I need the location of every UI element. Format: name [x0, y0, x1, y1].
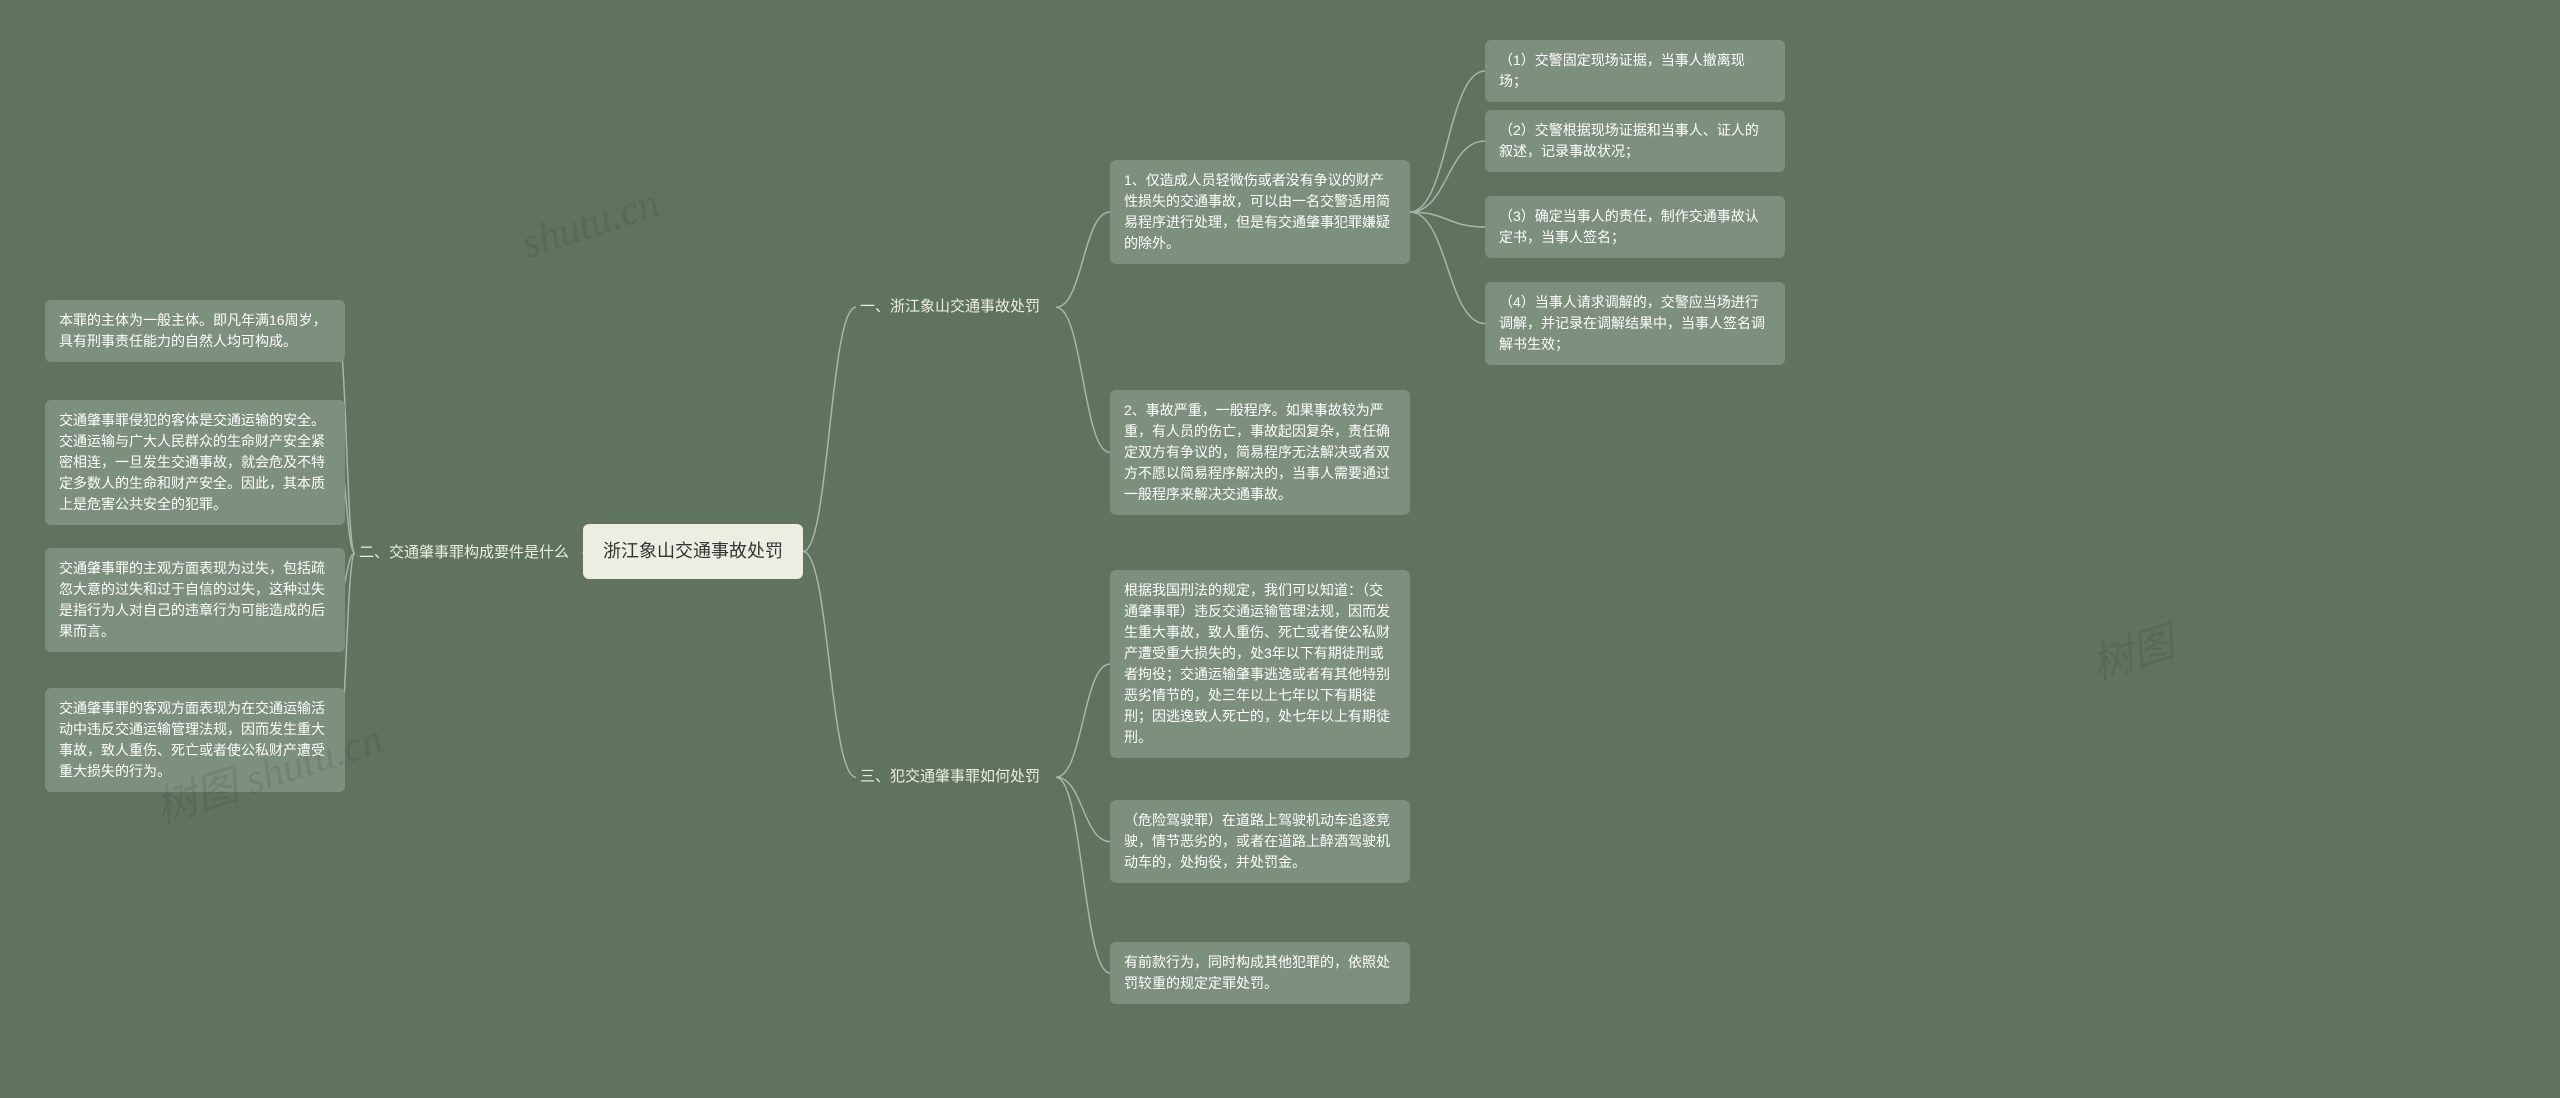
- mindmap-node: 交通肇事罪侵犯的客体是交通运输的安全。交通运输与广大人民群众的生命财产安全紧密相…: [45, 400, 345, 525]
- mindmap-node: （危险驾驶罪）在道路上驾驶机动车追逐竞驶，情节恶劣的，或者在道路上醉酒驾驶机动车…: [1110, 800, 1410, 883]
- mindmap-node: （4）当事人请求调解的，交警应当场进行调解，并记录在调解结果中，当事人签名调解书…: [1485, 282, 1785, 365]
- watermark: shutu.cn: [516, 179, 665, 268]
- mindmap-node: 二、交通肇事罪构成要件是什么: [355, 536, 583, 571]
- mindmap-node: 2、事故严重，一般程序。如果事故较为严重，有人员的伤亡，事故起因复杂，责任确定双…: [1110, 390, 1410, 515]
- mindmap-node: 根据我国刑法的规定，我们可以知道：（交通肇事罪）违反交通运输管理法规，因而发生重…: [1110, 570, 1410, 758]
- mindmap-node: （1）交警固定现场证据，当事人撤离现场；: [1485, 40, 1785, 102]
- mindmap-node: （3）确定当事人的责任，制作交通事故认定书，当事人签名；: [1485, 196, 1785, 258]
- mindmap-node: （2）交警根据现场证据和当事人、证人的叙述，记录事故状况；: [1485, 110, 1785, 172]
- mindmap-node: 浙江象山交通事故处罚: [583, 524, 803, 579]
- mindmap-node: 本罪的主体为一般主体。即凡年满16周岁，具有刑事责任能力的自然人均可构成。: [45, 300, 345, 362]
- mindmap-node: 三、犯交通肇事罪如何处罚: [856, 760, 1056, 795]
- mindmap-node: 1、仅造成人员轻微伤或者没有争议的财产性损失的交通事故，可以由一名交警适用简易程…: [1110, 160, 1410, 264]
- watermark: 树图: [2083, 609, 2182, 693]
- mindmap-node: 交通肇事罪的主观方面表现为过失，包括疏忽大意的过失和过于自信的过失，这种过失是指…: [45, 548, 345, 652]
- mindmap-node: 有前款行为，同时构成其他犯罪的，依照处罚较重的规定定罪处罚。: [1110, 942, 1410, 1004]
- mindmap-node: 交通肇事罪的客观方面表现为在交通运输活动中违反交通运输管理法规，因而发生重大事故…: [45, 688, 345, 792]
- mindmap-node: 一、浙江象山交通事故处罚: [856, 290, 1056, 325]
